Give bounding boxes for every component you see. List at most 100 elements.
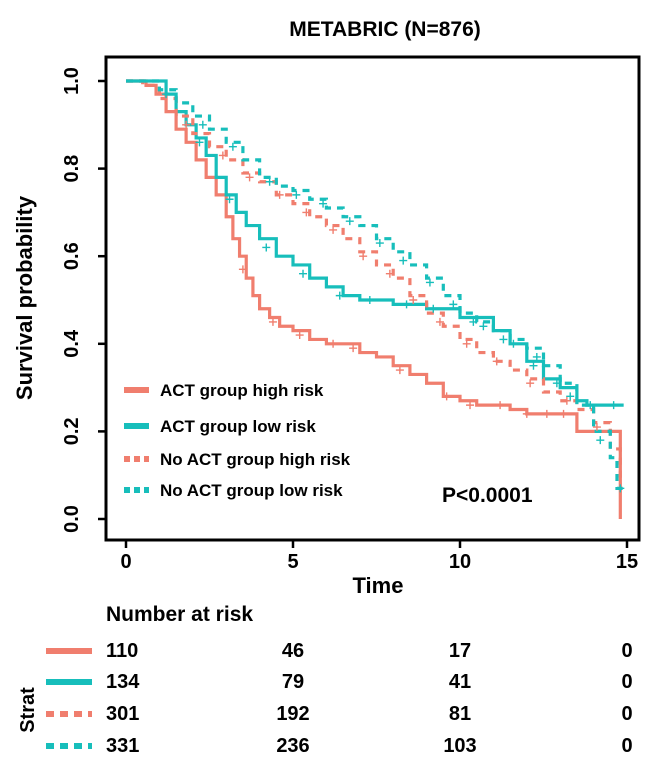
censor-mark bbox=[596, 436, 605, 445]
survival-curve-1 bbox=[126, 79, 622, 519]
p-value: P<0.0001 bbox=[442, 484, 533, 507]
risk-count: 0 bbox=[621, 735, 632, 757]
censor-mark bbox=[496, 401, 505, 410]
censor-mark bbox=[479, 322, 488, 331]
risk-count: 331 bbox=[106, 735, 139, 757]
y-tick-label: 0.2 bbox=[61, 417, 83, 445]
survival-curve-2 bbox=[126, 79, 624, 407]
x-tick-label: 0 bbox=[120, 551, 131, 573]
censor-mark bbox=[292, 190, 301, 199]
survival-curve-4 bbox=[126, 79, 624, 490]
censor-mark bbox=[552, 379, 561, 388]
legend-label: ACT group low risk bbox=[160, 417, 316, 436]
censor-mark bbox=[329, 339, 338, 348]
censor-mark bbox=[592, 423, 601, 432]
censor-mark bbox=[262, 243, 271, 252]
risk-table-ylabel: Strat bbox=[17, 687, 39, 733]
censor-mark bbox=[409, 296, 418, 304]
risk-table-title: Number at risk bbox=[106, 603, 253, 626]
censor-mark bbox=[385, 269, 394, 278]
legend-label: ACT group high risk bbox=[160, 381, 324, 400]
censor-mark bbox=[562, 396, 571, 405]
risk-count: 134 bbox=[106, 671, 140, 693]
censor-mark bbox=[559, 409, 568, 418]
censor-mark bbox=[566, 392, 575, 401]
censor-mark bbox=[609, 401, 618, 410]
risk-count: 41 bbox=[449, 671, 471, 693]
risk-count: 301 bbox=[106, 703, 139, 725]
censor-mark bbox=[526, 379, 535, 388]
censor-mark bbox=[359, 252, 368, 261]
risk-count: 0 bbox=[621, 671, 632, 693]
x-tick-label: 5 bbox=[287, 551, 298, 573]
censor-mark bbox=[435, 317, 444, 326]
censor-mark bbox=[329, 225, 338, 234]
y-axis: 0.0 0.2 0.4 0.6 0.8 1.0 bbox=[61, 67, 106, 533]
y-tick-label: 0.0 bbox=[61, 505, 83, 533]
risk-count: 236 bbox=[276, 735, 309, 757]
legend: ACT group high risk ACT group low risk No … bbox=[124, 381, 351, 500]
censor-mark bbox=[345, 217, 354, 226]
x-tick-label: 15 bbox=[616, 551, 638, 573]
risk-count: 81 bbox=[449, 703, 471, 725]
censor-mark bbox=[225, 195, 234, 204]
censor-mark bbox=[228, 142, 237, 151]
censor-mark bbox=[198, 120, 207, 129]
risk-count: 110 bbox=[106, 640, 138, 662]
censor-mark bbox=[295, 331, 304, 340]
censor-mark bbox=[399, 256, 408, 265]
censor-mark bbox=[268, 317, 277, 326]
censor-mark bbox=[395, 366, 404, 375]
survival-curve-3 bbox=[126, 79, 622, 484]
censor-mark bbox=[522, 409, 531, 418]
censor-mark bbox=[499, 335, 508, 344]
censor-marks bbox=[162, 90, 625, 493]
censor-mark bbox=[299, 269, 308, 278]
censor-mark bbox=[375, 239, 384, 248]
censor-mark bbox=[365, 296, 374, 304]
censor-mark bbox=[462, 339, 471, 348]
censor-mark bbox=[492, 357, 501, 366]
x-tick-label: 10 bbox=[449, 551, 471, 573]
risk-count: 46 bbox=[282, 640, 304, 662]
risk-count: 0 bbox=[621, 703, 632, 725]
censor-mark bbox=[509, 339, 518, 348]
risk-count: 192 bbox=[276, 703, 309, 725]
censor-mark bbox=[586, 401, 595, 410]
censor-mark bbox=[469, 317, 478, 326]
plot-frame bbox=[104, 55, 641, 542]
censor-mark bbox=[245, 173, 254, 182]
y-tick-label: 1.0 bbox=[61, 67, 83, 95]
censor-mark bbox=[429, 304, 438, 313]
censor-mark bbox=[162, 90, 171, 99]
censor-mark bbox=[349, 344, 358, 353]
censor-mark bbox=[195, 138, 204, 147]
censor-mark bbox=[218, 151, 227, 160]
censor-mark bbox=[466, 401, 475, 410]
censor-mark bbox=[425, 278, 434, 287]
risk-count: 103 bbox=[443, 735, 476, 757]
censor-mark bbox=[182, 120, 191, 129]
risk-count: 17 bbox=[449, 640, 471, 662]
censor-mark bbox=[532, 352, 541, 361]
y-tick-label: 0.4 bbox=[61, 329, 83, 358]
censor-mark bbox=[402, 300, 411, 309]
censor-mark bbox=[275, 190, 284, 199]
y-tick-label: 0.6 bbox=[61, 242, 83, 270]
censor-mark bbox=[238, 265, 247, 274]
survival-curves bbox=[126, 79, 624, 519]
censor-mark bbox=[335, 291, 344, 300]
legend-label: No ACT group high risk bbox=[160, 450, 351, 469]
censor-mark bbox=[302, 208, 311, 217]
censor-mark bbox=[265, 177, 274, 186]
censor-mark bbox=[319, 199, 328, 208]
censor-mark bbox=[542, 409, 551, 418]
legend-label: No ACT group low risk bbox=[160, 481, 343, 500]
y-tick-label: 0.8 bbox=[61, 155, 83, 183]
risk-count: 79 bbox=[282, 671, 304, 693]
censor-mark bbox=[529, 361, 538, 370]
censor-mark bbox=[449, 300, 458, 309]
censor-mark bbox=[442, 392, 451, 401]
y-axis-label: Survival probability bbox=[12, 195, 37, 400]
